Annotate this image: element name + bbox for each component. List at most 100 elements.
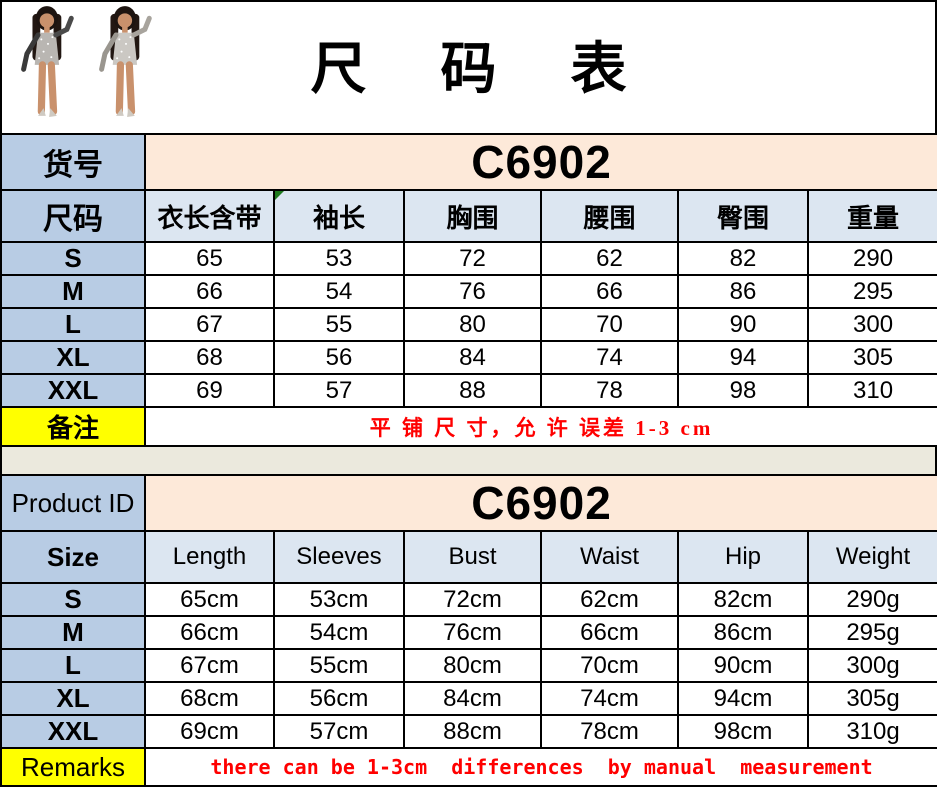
header-cell-waist: Waist	[540, 530, 679, 584]
size-table-en: Product ID C6902 Size Length Sleeves Bus…	[0, 474, 937, 787]
value-cell: 70cm	[540, 648, 679, 683]
row-label-cell: M	[0, 274, 146, 309]
row-label-cell: M	[0, 615, 146, 650]
value-cell: 90	[677, 307, 809, 342]
product-id-row: Product ID C6902	[0, 474, 937, 532]
value-cell: 67cm	[144, 648, 275, 683]
value-cell: 76	[403, 274, 542, 309]
value-cell: 53	[273, 241, 405, 276]
value-cell: 88cm	[403, 714, 542, 749]
product-photos	[10, 5, 164, 127]
header-cell-sleeves: Sleeves	[273, 530, 405, 584]
value-cell: 70	[540, 307, 679, 342]
value-cell: 94cm	[677, 681, 809, 716]
spacer-strip	[0, 447, 937, 474]
value-cell: 57cm	[273, 714, 405, 749]
value-cell: 65	[144, 241, 275, 276]
value-cell: 82cm	[677, 582, 809, 617]
remarks-label-cell: 备注	[0, 406, 146, 447]
value-cell: 290g	[806, 582, 937, 617]
model-photo-right	[99, 6, 152, 118]
table-row: L 67 55 80 70 90 300	[0, 307, 937, 342]
value-cell: 82	[677, 241, 809, 276]
table-row: XXL 69cm 57cm 88cm 78cm 98cm 310g	[0, 714, 937, 749]
model-photo-left	[21, 6, 74, 118]
header-cell-bust: 胸围	[403, 189, 542, 243]
comment-flag-icon	[276, 192, 284, 200]
value-cell: 55cm	[273, 648, 405, 683]
page-title: 尺 码 表	[310, 39, 657, 101]
value-cell: 56cm	[273, 681, 405, 716]
header-cell-size: 尺码	[0, 189, 146, 243]
value-cell: 84	[403, 340, 542, 375]
product-id-value-cell: C6902	[143, 133, 937, 191]
table-row: XL 68cm 56cm 84cm 74cm 94cm 305g	[0, 681, 937, 716]
size-table-cn: 货号 C6902 尺码 衣长含带 袖长 胸围 腰围 臀围 重量 S 65 53 …	[0, 133, 937, 447]
value-cell: 78cm	[540, 714, 679, 749]
value-cell: 66cm	[144, 615, 275, 650]
table-row: L 67cm 55cm 80cm 70cm 90cm 300g	[0, 648, 937, 683]
value-cell: 62	[540, 241, 679, 276]
product-id-value-cell: C6902	[143, 474, 937, 532]
table-row: M 66 54 76 66 86 295	[0, 274, 937, 309]
value-cell: 290	[806, 241, 937, 276]
value-cell: 94	[677, 340, 809, 375]
header-cell-size: Size	[0, 530, 146, 584]
row-label-cell: XXL	[0, 714, 146, 749]
product-id-label-cell: Product ID	[0, 474, 146, 532]
table-row: XXL 69 57 88 78 98 310	[0, 373, 937, 408]
value-cell: 74cm	[540, 681, 679, 716]
value-cell: 66	[144, 274, 275, 309]
product-id-label-cell: 货号	[0, 133, 146, 191]
product-id-row: 货号 C6902	[0, 133, 937, 191]
value-cell: 310	[806, 373, 937, 408]
row-label-cell: XL	[0, 681, 146, 716]
value-cell: 69	[144, 373, 275, 408]
value-cell: 72	[403, 241, 542, 276]
value-cell: 80cm	[403, 648, 542, 683]
remarks-text-cell: there can be 1-3cm differences by manual…	[143, 747, 937, 787]
row-label-cell: S	[0, 582, 146, 617]
header-cell-hip: 臀围	[677, 189, 809, 243]
row-label-cell: XL	[0, 340, 146, 375]
value-cell: 300	[806, 307, 937, 342]
value-cell: 98cm	[677, 714, 809, 749]
value-cell: 55	[273, 307, 405, 342]
value-cell: 78	[540, 373, 679, 408]
value-cell: 67	[144, 307, 275, 342]
value-cell: 305g	[806, 681, 937, 716]
header-cell-hip: Hip	[677, 530, 809, 584]
value-cell: 66cm	[540, 615, 679, 650]
value-cell: 69cm	[144, 714, 275, 749]
value-cell: 295	[806, 274, 937, 309]
value-cell: 90cm	[677, 648, 809, 683]
value-cell: 86cm	[677, 615, 809, 650]
row-label-cell: XXL	[0, 373, 146, 408]
header-cell-weight: Weight	[806, 530, 937, 584]
remarks-label-cell: Remarks	[0, 747, 146, 787]
value-cell: 56	[273, 340, 405, 375]
row-label-cell: L	[0, 307, 146, 342]
value-cell: 86	[677, 274, 809, 309]
remarks-row: Remarks there can be 1-3cm differences b…	[0, 747, 937, 787]
header-cell-length: Length	[144, 530, 275, 584]
value-cell: 84cm	[403, 681, 542, 716]
value-cell: 88	[403, 373, 542, 408]
value-cell: 62cm	[540, 582, 679, 617]
row-label-cell: L	[0, 648, 146, 683]
value-cell: 72cm	[403, 582, 542, 617]
value-cell: 300g	[806, 648, 937, 683]
remarks-row: 备注 平 铺 尺 寸，允 许 误差 1-3 cm	[0, 406, 937, 447]
header-cell-sleeves-label: 袖长	[312, 203, 365, 233]
header-cell-sleeves: 袖长	[273, 189, 405, 243]
value-cell: 74	[540, 340, 679, 375]
value-cell: 57	[273, 373, 405, 408]
header-cell-bust: Bust	[403, 530, 542, 584]
value-cell: 68cm	[144, 681, 275, 716]
header-cell-weight: 重量	[806, 189, 937, 243]
header-row: 尺码 衣长含带 袖长 胸围 腰围 臀围 重量	[0, 189, 937, 243]
row-label-cell: S	[0, 241, 146, 276]
remarks-text-cell: 平 铺 尺 寸，允 许 误差 1-3 cm	[143, 406, 937, 447]
table-row: XL 68 56 84 74 94 305	[0, 340, 937, 375]
value-cell: 295g	[806, 615, 937, 650]
